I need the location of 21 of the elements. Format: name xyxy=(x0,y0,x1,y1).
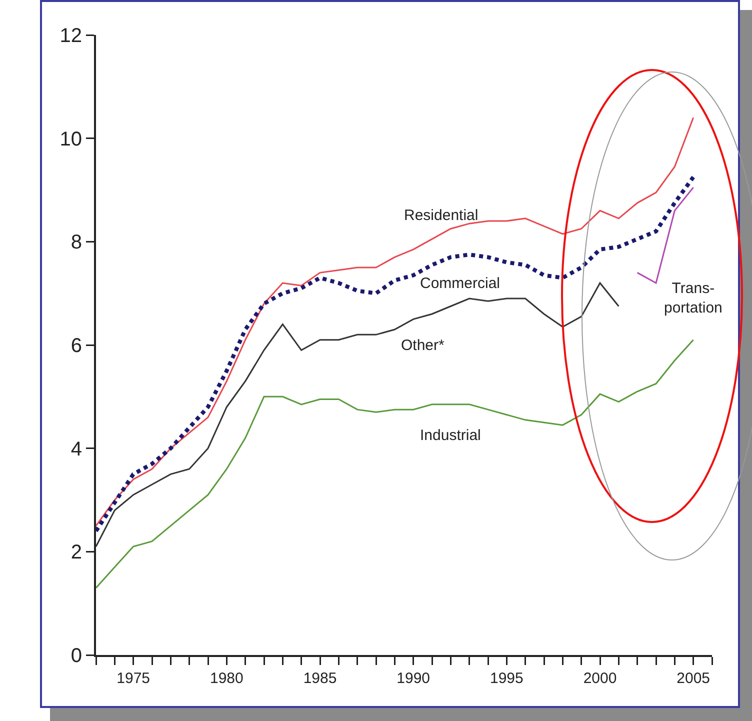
y-tick-label: 10 xyxy=(60,128,82,150)
x-tick-label: 1985 xyxy=(303,670,337,687)
x-tick-label: 1975 xyxy=(116,670,150,687)
x-tick-label: 2005 xyxy=(676,670,710,687)
y-tick-label: 8 xyxy=(70,232,82,254)
y-tick-label: 12 xyxy=(60,25,82,47)
y-tick-label: 4 xyxy=(70,438,82,460)
x-tick-label: 1990 xyxy=(396,670,430,687)
line-series xyxy=(96,339,694,589)
y-tick-label: 2 xyxy=(70,542,82,564)
series-label: Commercial xyxy=(420,275,500,292)
y-tick-label: 6 xyxy=(70,335,82,357)
line-series xyxy=(636,186,694,284)
series-label: Trans- portation xyxy=(664,280,722,316)
x-tick-label: 2000 xyxy=(583,670,617,687)
y-tick-label: 0 xyxy=(70,645,82,667)
series-label: Other* xyxy=(401,337,445,354)
x-tick-label: 1980 xyxy=(210,670,244,687)
series-label: Industrial xyxy=(420,427,481,444)
x-tick-label: 1995 xyxy=(490,670,524,687)
series-label: Residential xyxy=(404,207,478,224)
